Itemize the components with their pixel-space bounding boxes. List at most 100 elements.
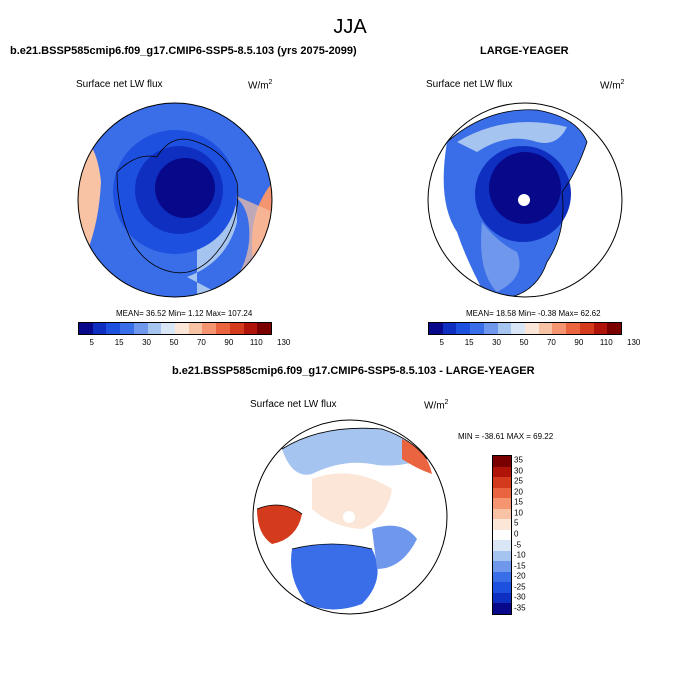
colorbar-swatch: [79, 323, 93, 334]
panel-2-field-pole-hole: [518, 194, 530, 206]
colorbar-swatch: [92, 323, 107, 334]
colorbar-tick-label: 90: [574, 338, 584, 347]
colorbar-swatch: [493, 592, 511, 604]
colorbar-tick-label: 20: [514, 487, 523, 497]
panel-2-variable: Surface net LW flux: [426, 79, 513, 90]
panel-1-colorbar-labels: 5 15 30 50 70 90 110 130: [78, 338, 290, 348]
colorbar-swatch: [566, 323, 580, 334]
colorbar-swatch: [493, 508, 511, 520]
colorbar-swatch: [493, 498, 511, 509]
panel-2-field-light: [481, 222, 520, 292]
colorbar-tick-label: 30: [142, 338, 152, 347]
colorbar-swatch: [579, 323, 594, 334]
panel-1-variable: Surface net LW flux: [76, 79, 163, 90]
panel-1-field-deep: [155, 158, 215, 218]
colorbar-swatch: [216, 323, 230, 334]
colorbar-tick-label: 70: [196, 338, 206, 347]
colorbar-tick-label: 30: [492, 338, 502, 347]
colorbar-tick-label: 5: [89, 338, 94, 347]
colorbar-tick-label: 90: [224, 338, 234, 347]
colorbar-tick-label: 15: [514, 497, 523, 507]
colorbar-tick-label: 70: [546, 338, 556, 347]
colorbar-swatch: [493, 466, 511, 478]
colorbar-swatch: [243, 323, 258, 334]
colorbar-tick-label: 15: [114, 338, 124, 347]
colorbar-swatch: [133, 323, 148, 334]
colorbar-tick-label: 50: [169, 338, 179, 347]
colorbar-swatch: [120, 323, 134, 334]
colorbar-tick-label: 130: [627, 338, 641, 347]
panel-3-title: b.e21.BSSP585cmip6.f09_g17.CMIP6-SSP5-8.…: [172, 365, 535, 377]
panel-3-field-cool-south: [291, 544, 378, 610]
panel-2-polar-map: [427, 102, 623, 298]
colorbar-tick-label: 5: [439, 338, 444, 347]
colorbar-swatch: [202, 323, 217, 334]
colorbar-tick-label: -30: [514, 592, 526, 602]
panel-2-colorbar: [428, 322, 622, 335]
season-title: JJA: [333, 16, 367, 38]
colorbar-swatch: [470, 323, 484, 334]
colorbar-swatch: [493, 550, 511, 562]
panel-3-field-light-south: [372, 525, 417, 569]
colorbar-tick-label: 130: [277, 338, 291, 347]
colorbar-swatch: [493, 519, 511, 530]
colorbar-tick-label: 25: [514, 476, 523, 486]
panel-2-stats: MEAN= 18.58 Min= -0.38 Max= 62.62: [466, 309, 601, 318]
panel-3-field-warm-center: [312, 473, 392, 529]
colorbar-swatch: [493, 529, 511, 541]
panel-1-title: b.e21.BSSP585cmip6.f09_g17.CMIP6-SSP5-8.…: [10, 45, 357, 57]
colorbar-swatch: [175, 323, 189, 334]
panel-3-field-pole-hole: [343, 511, 355, 523]
colorbar-swatch: [429, 323, 443, 334]
panel-2-units: W/m2: [600, 79, 625, 92]
panel-3-colorbar: [492, 455, 512, 615]
colorbar-swatch: [493, 571, 511, 583]
colorbar-tick-label: 30: [514, 466, 523, 476]
panel-2-field-deep: [489, 152, 561, 224]
panel-1-colorbar: [78, 322, 272, 335]
colorbar-swatch: [493, 477, 511, 488]
panel-3-field-warm-fringe: [402, 439, 432, 474]
colorbar-swatch: [106, 323, 121, 334]
panel-2-field-pale: [457, 122, 567, 152]
panel-1-units: W/m2: [248, 79, 273, 92]
colorbar-swatch: [493, 603, 511, 614]
panel-3-field-north: [282, 428, 427, 475]
colorbar-tick-label: 0: [514, 529, 519, 539]
colorbar-swatch: [493, 487, 511, 499]
colorbar-tick-label: 110: [249, 338, 263, 347]
colorbar-tick-label: 10: [514, 508, 523, 518]
colorbar-swatch: [229, 323, 244, 334]
colorbar-swatch: [511, 323, 526, 334]
colorbar-swatch: [188, 323, 203, 334]
panel-3-coastline: [256, 427, 428, 550]
colorbar-tick-label: 35: [514, 455, 523, 465]
colorbar-tick-label: -25: [514, 582, 526, 592]
colorbar-swatch: [442, 323, 457, 334]
panel-3-variable: Surface net LW flux: [250, 399, 337, 410]
panel-1-polar-map: [77, 102, 273, 298]
colorbar-swatch: [493, 456, 511, 467]
colorbar-swatch: [593, 323, 608, 334]
panel-3-units: W/m2: [424, 399, 449, 412]
colorbar-swatch: [607, 323, 622, 334]
colorbar-tick-label: 110: [599, 338, 613, 347]
panel-2-title: LARGE-YEAGER: [480, 45, 569, 57]
colorbar-swatch: [552, 323, 567, 334]
colorbar-tick-label: 50: [519, 338, 529, 347]
colorbar-swatch: [147, 323, 162, 334]
panel-3-field-hot-west: [257, 505, 302, 544]
colorbar-tick-label: -10: [514, 550, 526, 560]
colorbar-swatch: [493, 540, 511, 551]
colorbar-swatch: [257, 323, 272, 334]
panel-1-coastline: [116, 138, 239, 274]
panel-3-polar-map: [252, 419, 448, 615]
colorbar-swatch: [525, 323, 539, 334]
panel-3-stats: MIN = -38.61 MAX = 69.22: [458, 432, 554, 441]
colorbar-swatch: [161, 323, 176, 334]
colorbar-swatch: [538, 323, 553, 334]
panel-1-stats: MEAN= 36.52 Min= 1.12 Max= 107.24: [116, 309, 253, 318]
colorbar-swatch: [456, 323, 471, 334]
panel-2-colorbar-labels: 5 15 30 50 70 90 110 130: [428, 338, 640, 348]
colorbar-swatch: [493, 582, 511, 593]
